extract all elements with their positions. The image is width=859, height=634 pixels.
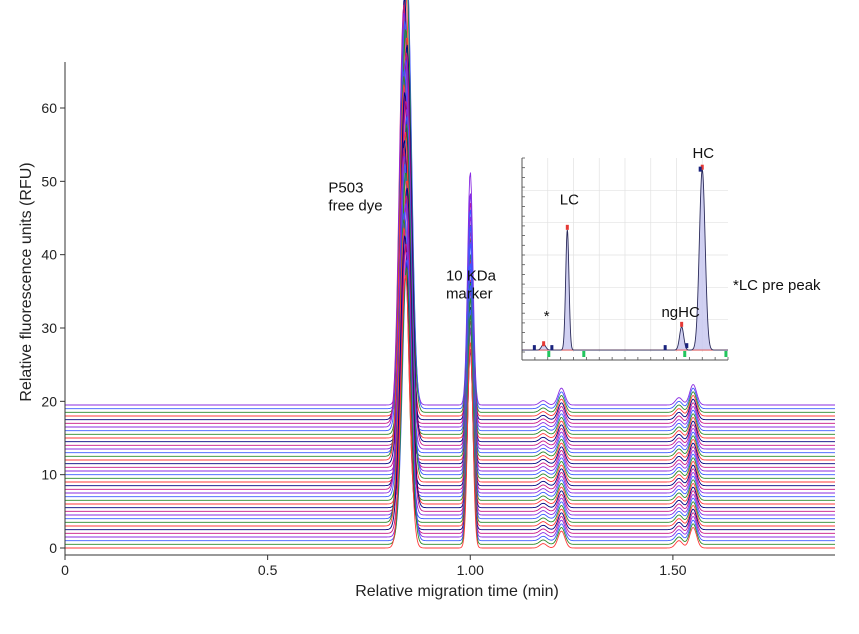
electropherogram-trace	[65, 0, 835, 421]
electropherogram-trace	[65, 211, 835, 520]
electropherogram-trace	[65, 243, 835, 534]
peak-annotation: P503	[328, 179, 363, 196]
y-tick-group: 0 10 20 30 40 50 60	[41, 100, 65, 556]
electropherogram-trace	[65, 227, 835, 527]
peak-annotation: 10 KDa	[446, 267, 497, 284]
y-tick-label: 20	[41, 393, 57, 409]
electropherogram-trace	[65, 267, 835, 545]
electropherogram-trace	[65, 259, 835, 542]
electropherogram-trace	[65, 84, 835, 461]
electropherogram-trace	[65, 44, 835, 443]
electropherogram-trace	[65, 0, 835, 410]
y-tick-label: 10	[41, 467, 57, 483]
electropherogram-trace	[65, 140, 835, 487]
electropherogram-trace	[65, 101, 835, 468]
inset-trace-group	[522, 167, 728, 351]
trace-group	[65, 0, 835, 549]
x-tick-label: 1.50	[659, 562, 686, 578]
electropherogram-trace	[65, 219, 835, 523]
electropherogram-trace	[65, 76, 835, 457]
inset-trace-line	[522, 167, 728, 351]
electropherogram-trace	[65, 60, 835, 450]
inset-peak-marker	[685, 343, 689, 349]
annotation-group: P503 free dye 10 KDa marker	[328, 179, 496, 302]
electropherogram-trace	[65, 172, 835, 501]
electropherogram-trace	[65, 12, 835, 428]
y-tick-label: 30	[41, 320, 57, 336]
inset-peak-label: *	[544, 308, 550, 325]
electropherogram-trace	[65, 235, 835, 531]
x-axis-title: Relative migration time (min)	[355, 583, 559, 600]
electropherogram-trace	[65, 203, 835, 516]
electropherogram-trace	[65, 195, 835, 512]
peak-annotation: free dye	[328, 198, 382, 215]
electropherogram-trace	[65, 275, 835, 549]
electropherogram-trace	[65, 147, 835, 490]
inset-peak-marker	[565, 224, 569, 230]
inset-peak-marker	[532, 345, 536, 351]
inset-peak-marker	[700, 164, 704, 170]
lc-pre-peak-note: *LC pre peak	[733, 277, 821, 294]
electropherogram-trace	[65, 131, 835, 483]
electropherogram-trace	[65, 92, 835, 465]
electropherogram-trace	[65, 20, 835, 432]
x-tick-label: 0.5	[258, 562, 278, 578]
axes-group	[64, 62, 835, 556]
x-tick-group: 0 0.5 1.00 1.50	[61, 555, 687, 578]
inset-baseline-marker	[724, 351, 728, 357]
electropherogram-trace	[65, 37, 835, 439]
electropherogram-trace	[65, 0, 835, 413]
electropherogram-trace	[65, 4, 835, 424]
inset-peak-marker	[542, 341, 546, 347]
electropherogram-trace	[65, 29, 835, 435]
inset-peak-marker	[680, 321, 684, 327]
y-tick-label: 40	[41, 247, 57, 263]
x-tick-label: 0	[61, 562, 69, 578]
electropherogram-trace	[65, 156, 835, 494]
inset-peak-marker	[663, 345, 667, 351]
peak-annotation: marker	[446, 286, 493, 303]
electropherogram-trace	[65, 187, 835, 509]
inset-peak-label: ngHC	[661, 304, 700, 321]
y-axis-title: Relative fluorescence units (RFU)	[18, 162, 35, 401]
electropherogram-trace	[65, 68, 835, 454]
x-tick-label: 1.00	[457, 562, 484, 578]
inset-peak-marker	[698, 166, 702, 172]
electropherogram-trace	[65, 116, 835, 476]
y-tick-label: 60	[41, 100, 57, 116]
electropherogram-trace	[65, 109, 835, 472]
inset-grid	[521, 157, 729, 361]
y-tick-label: 50	[41, 173, 57, 189]
inset-label-group: * LC ngHC HC	[544, 145, 714, 325]
electropherogram-trace	[65, 0, 835, 417]
electropherogram-trace	[65, 124, 835, 479]
electropherogram-trace	[65, 163, 835, 498]
electropherogram-trace	[65, 180, 835, 505]
electropherogram-trace	[65, 52, 835, 446]
inset-baseline-marker	[582, 351, 586, 357]
inset-chart: * LC ngHC HC	[521, 145, 729, 361]
y-tick-label: 0	[49, 540, 57, 556]
inset-marker-group	[532, 164, 728, 357]
inset-peak-label: LC	[560, 192, 579, 209]
inset-peak-marker	[550, 345, 554, 351]
inset-peak-label: HC	[692, 145, 714, 162]
inset-baseline-marker	[547, 351, 551, 357]
inset-baseline-marker	[683, 351, 687, 357]
electropherogram-trace	[65, 0, 835, 406]
inset-peak-fill	[522, 169, 728, 351]
electropherogram-trace	[65, 251, 835, 538]
